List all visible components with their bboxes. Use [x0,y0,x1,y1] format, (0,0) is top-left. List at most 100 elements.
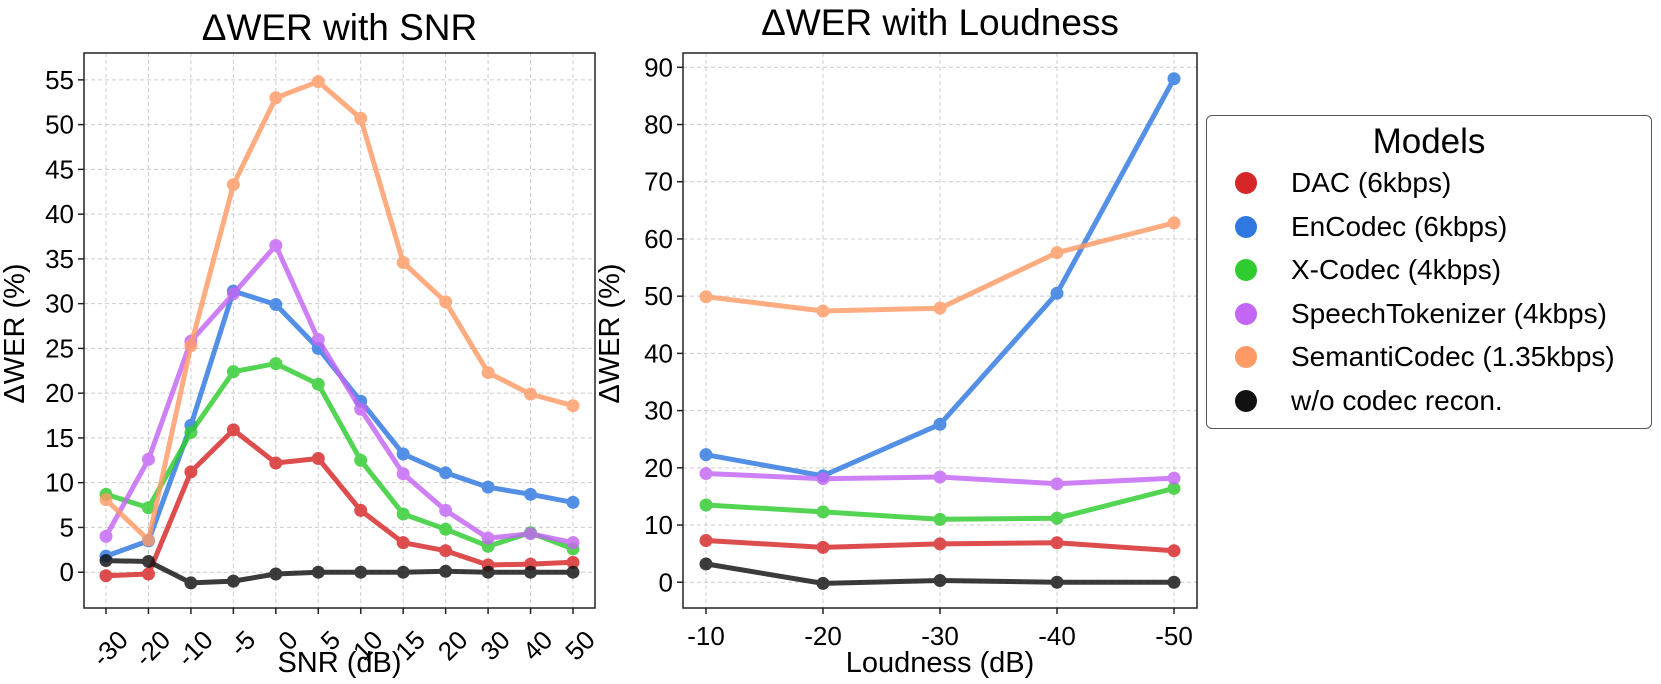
data-point [481,480,495,494]
data-point [141,554,155,568]
x-tick-label: -50 [1155,621,1193,651]
y-tick-label: 15 [45,423,74,453]
data-point [699,557,713,571]
x-tick-label: 50 [559,625,601,667]
series-encodec-6kbps [699,72,1181,483]
series-line [103,427,576,579]
x-tick-label: -10 [171,625,219,673]
data-point [524,527,538,541]
y-tick-label: 0 [659,567,673,597]
x-axis-label: Loudness (dB) [846,647,1035,679]
legend-label-speechtokenizer: SpeechTokenizer (4kbps) [1291,297,1607,329]
data-point [184,426,198,440]
plot-frame [83,52,596,609]
series-speechtokenizer-4kbps [99,238,580,550]
data-point [99,493,113,507]
data-point [933,470,947,484]
data-point [933,512,947,526]
legend-marker-semanticodec [1235,346,1257,368]
data-point [816,576,830,590]
data-point [816,505,830,519]
data-point [99,529,113,543]
y-tick-label: 40 [644,338,673,368]
data-point [184,576,198,590]
chart-title: ΔWER with Loudness [761,2,1119,43]
data-point [311,452,325,466]
data-point [1050,246,1064,260]
legend: Models DAC (6kbps) EnCodec (6kbps) X-Cod… [1206,115,1652,429]
data-point [226,178,240,192]
y-tick-label: 10 [644,510,673,540]
y-tick-label: 20 [644,453,673,483]
series-line [103,558,576,586]
series-speechtokenizer-4kbps [699,467,1181,491]
data-point [439,466,453,480]
data-point [439,544,453,558]
data-point [396,447,410,461]
data-point [439,564,453,578]
data-point [1167,216,1181,230]
data-point [269,357,283,371]
data-point [1050,536,1064,550]
data-point [481,565,495,579]
legend-item-dac: DAC (6kbps) [1235,163,1451,203]
data-point [311,565,325,579]
data-point [566,536,580,550]
series-semanticodec-1-35kbps [699,216,1181,318]
legend-label-no-codec: w/o codec recon. [1291,384,1503,416]
data-point [354,503,368,517]
legend-item-encodec: EnCodec (6kbps) [1235,207,1507,247]
data-point [269,91,283,105]
data-point [1167,481,1181,495]
series-x-codec-4kbps [699,481,1181,526]
y-tick-label: 60 [644,224,673,254]
data-point [816,304,830,318]
data-point [99,569,113,583]
data-point [816,472,830,486]
data-point [141,567,155,581]
data-point [269,298,283,312]
data-point [226,423,240,437]
data-point [816,540,830,554]
data-point [396,255,410,269]
legend-marker-encodec [1235,215,1257,238]
legend-label-semanticodec: SemantiCodec (1.35kbps) [1291,341,1615,372]
series-dac-6kbps [99,423,580,583]
y-tick-label: 70 [644,167,673,197]
data-point [933,301,947,315]
data-point [566,565,580,579]
data-point [699,533,713,547]
series-w-o-codec-recon [99,554,580,590]
data-point [396,565,410,579]
data-point [141,501,155,515]
data-point [524,565,538,579]
data-point [439,522,453,536]
y-tick-label: 50 [45,110,74,140]
data-point [311,377,325,391]
data-point [699,448,713,462]
data-point [566,495,580,509]
y-tick-label: 40 [45,199,74,229]
data-point [566,555,580,569]
legend-title: Models [1372,122,1486,161]
data-point [354,402,368,416]
data-point [396,507,410,521]
data-point [524,487,538,501]
legend-marker-no-codec [1235,389,1257,412]
chart-loudness: 0 10 20 30 40 50 60 70 80 90 -10 -20 -30 -40 -50 ΔWER w… [594,2,1198,679]
y-tick-label: 10 [45,468,74,498]
data-point [1050,286,1064,300]
data-point [184,339,198,353]
series-x-codec-4kbps [99,357,580,556]
data-point [99,554,113,568]
data-point [1167,471,1181,485]
data-point [269,567,283,581]
x-tick-label: -20 [804,621,842,651]
y-tick-label: 30 [644,396,673,426]
data-point [933,537,947,551]
data-point [524,387,538,401]
x-tick-label: -20 [128,625,176,673]
data-point [699,467,713,481]
x-tick-label: -10 [687,621,725,651]
